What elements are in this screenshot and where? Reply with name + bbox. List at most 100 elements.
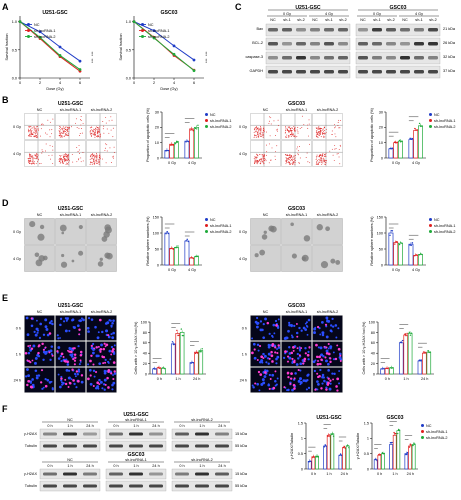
flow-dot	[322, 162, 324, 164]
nucleus	[264, 317, 267, 321]
flow-dot	[95, 159, 97, 161]
foci	[89, 359, 92, 363]
foci	[289, 377, 293, 380]
flow-dot	[266, 151, 268, 153]
foci	[73, 359, 77, 362]
legend-label: sh-lncRNA-1	[34, 29, 56, 33]
nucleus	[332, 358, 336, 361]
nucleus	[60, 360, 63, 363]
flow-dot	[293, 126, 295, 127]
flow-dot	[336, 153, 338, 155]
lane-label: 24 h	[86, 464, 93, 468]
flow-dot	[262, 131, 264, 133]
legend-marker	[429, 125, 432, 128]
legend-marker	[429, 113, 432, 116]
legend-label: sh-lncRNA-1	[434, 119, 456, 123]
flow-dot	[29, 158, 31, 160]
sphere-image	[250, 245, 281, 272]
x-tick-label: 1 h	[175, 377, 180, 381]
flow-dot	[291, 127, 293, 129]
nucleus	[101, 387, 104, 390]
lane-label: 1 h	[199, 464, 204, 468]
blot-band	[400, 28, 410, 32]
legend-marker	[27, 29, 30, 32]
blot-group-label: U251-GSC	[123, 412, 149, 418]
micrograph-col-label: sh-lncRNA-1	[60, 213, 82, 217]
flow-dot	[332, 154, 334, 156]
flow-dot	[305, 157, 307, 159]
flow-dot	[319, 135, 321, 137]
x-tick-label: 0	[19, 81, 21, 85]
chart-title: U251-GSC	[42, 10, 68, 16]
replicate-dot	[376, 459, 378, 462]
foci	[106, 376, 109, 380]
flow-dot	[60, 132, 62, 134]
flow-dot	[287, 130, 289, 132]
nucleus	[96, 336, 100, 340]
flow-dot	[36, 161, 38, 163]
flow-dot	[96, 133, 98, 134]
bar	[408, 139, 414, 159]
nucleus	[331, 325, 335, 328]
flow-dot	[36, 130, 38, 132]
flow-dot	[324, 161, 326, 163]
legend-label: sh-lncRNA-2	[426, 436, 448, 440]
foci	[290, 351, 294, 355]
nucleus	[296, 352, 299, 356]
nucleus	[335, 336, 338, 339]
flow-dot	[80, 124, 82, 126]
replicate-dot	[172, 343, 175, 346]
legend-label: NC	[434, 218, 440, 222]
x-tick-label: 4 Gy	[412, 161, 420, 165]
flow-dot	[297, 126, 299, 128]
flow-dot	[59, 134, 61, 136]
foci	[292, 349, 295, 352]
legend-label: NC	[434, 113, 440, 117]
nucleus	[251, 384, 254, 387]
foci	[72, 379, 75, 382]
sphere	[335, 260, 341, 265]
foci	[268, 387, 271, 390]
flow-dot	[294, 130, 296, 132]
flow-dot	[320, 136, 322, 138]
nucleus	[67, 369, 71, 372]
y-tick-label: 150	[377, 215, 383, 219]
foci	[275, 324, 278, 327]
flow-dot	[33, 126, 35, 128]
flow-dot	[294, 161, 296, 163]
blot-membrane	[355, 23, 441, 37]
blot-band	[83, 444, 97, 448]
blot-band	[324, 28, 334, 32]
flow-dot	[66, 132, 68, 134]
flow-dot	[68, 161, 69, 163]
nucleus	[294, 372, 297, 375]
flow-dot	[253, 157, 255, 159]
replicate-dot	[167, 232, 170, 235]
blot-band	[149, 472, 163, 476]
flow-dot	[62, 160, 64, 162]
flow-dot	[27, 158, 29, 160]
foci	[277, 344, 280, 347]
flow-dot	[322, 132, 324, 134]
blot-band	[428, 42, 438, 46]
nucleus	[111, 383, 114, 387]
micrograph-title: GSC03	[288, 101, 305, 107]
nucleus	[29, 380, 33, 383]
flow-dot	[294, 157, 296, 159]
foci	[286, 372, 289, 375]
foci	[316, 362, 320, 366]
flow-dot	[338, 127, 340, 129]
flow-dot	[290, 128, 292, 129]
flow-dot	[32, 132, 34, 134]
y-tick-label: 40	[371, 352, 375, 356]
flow-dot	[91, 129, 93, 131]
flow-dot	[317, 128, 318, 130]
nucleus	[295, 331, 299, 335]
micrograph-col-label: sh-lncRNA-1	[60, 108, 82, 112]
x-tick-label: 24 h	[407, 472, 414, 476]
foci	[24, 351, 28, 355]
foci	[64, 360, 67, 363]
flow-dot	[288, 161, 290, 162]
nucleus	[78, 319, 81, 322]
flow-dot	[36, 134, 38, 136]
